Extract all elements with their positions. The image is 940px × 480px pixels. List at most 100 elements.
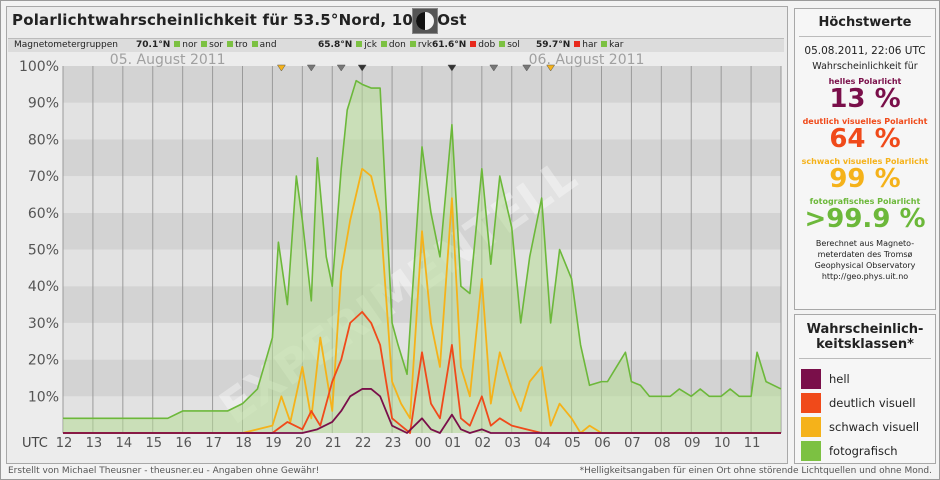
station: sol: [507, 40, 520, 50]
x-tick-label: 12: [56, 436, 73, 448]
x-tick-label: 17: [205, 436, 222, 448]
x-axis-label: UTC: [22, 436, 48, 448]
series-line-deutlich visuell: [63, 310, 781, 434]
probability-chart: 05. August 2011 06. August 2011EXPERIMENT…: [8, 52, 784, 448]
legend-item-hell: hell: [801, 369, 931, 389]
class-label-hell: helles Polarlicht: [828, 77, 902, 86]
max-values-heading: Höchstwerte: [799, 9, 931, 37]
x-tick-label: 16: [175, 436, 192, 448]
class-label-deutlich: deutlich visuelles Polarlicht: [802, 117, 928, 126]
event-marker: [336, 64, 346, 72]
x-tick-label: 11: [744, 436, 761, 448]
legend-swatch: [801, 441, 821, 461]
x-tick-label: 03: [504, 436, 521, 448]
y-tick-label: 50%: [28, 243, 59, 259]
legend-item-schwach: schwach visuell: [801, 417, 931, 437]
event-marker: [522, 64, 532, 72]
legend-swatch: [801, 417, 821, 437]
source-line: meterdaten des Tromsø: [817, 250, 913, 259]
y-tick-label: 70%: [28, 169, 59, 185]
x-tick-label: 02: [475, 436, 492, 448]
x-tick-label: 10: [714, 436, 731, 448]
y-tick-label: 90%: [28, 96, 59, 112]
page-title: Polarlichtwahrscheinlichkeit für 53.5°No…: [12, 11, 467, 29]
x-tick-label: 00: [415, 436, 432, 448]
group-lat: 59.7°N: [536, 40, 571, 50]
station: nor: [182, 40, 198, 50]
legend-heading-line: Wahrscheinlich-: [806, 322, 924, 337]
legend-heading: Wahrscheinlich- keitsklassen*: [799, 315, 931, 359]
probability-label: Wahrscheinlichkeit für: [812, 61, 918, 72]
y-tick-label: 60%: [28, 206, 59, 222]
x-tick-label: 05: [564, 436, 581, 448]
class-label-schwach: schwach visuelles Polarlicht: [801, 157, 929, 166]
source-line: Berechnet aus Magneto-: [815, 239, 915, 248]
class-label-foto: fotografisches Polarlicht: [809, 197, 921, 206]
y-tick-label: 20%: [28, 353, 59, 369]
group-lat: 70.1°N: [136, 40, 171, 50]
event-marker: [447, 64, 457, 72]
x-tick-label: 04: [534, 436, 551, 448]
y-tick-label: 80%: [28, 132, 59, 148]
x-tick-label: 01: [445, 436, 462, 448]
legend-label: deutlich visuell: [829, 396, 916, 410]
class-value-schwach: 99 %: [829, 164, 901, 194]
event-marker: [276, 64, 286, 72]
group-2: 65.8°N jck don rvk: [318, 40, 432, 50]
event-marker: [546, 64, 556, 72]
event-marker: [357, 64, 367, 72]
x-tick-label: 22: [355, 436, 372, 448]
x-tick-label: 15: [145, 436, 162, 448]
legend-label: hell: [829, 372, 850, 386]
moon-phase-icon: [412, 8, 438, 34]
legend-heading-line: keitsklassen*: [816, 337, 914, 352]
class-value-deutlich: 64 %: [829, 124, 901, 154]
station: kar: [609, 40, 624, 50]
legend-swatch: [801, 369, 821, 389]
y-tick-label: 10%: [28, 389, 59, 405]
y-tick-label: 100%: [19, 59, 59, 75]
station: tro: [235, 40, 248, 50]
group-lat: 61.6°N: [432, 40, 467, 50]
date-label: 06. August 2011: [529, 52, 645, 68]
y-tick-label: 40%: [28, 279, 59, 295]
event-marker: [306, 64, 316, 72]
groups-label: Magnetometergruppen: [14, 40, 118, 50]
legend-label: fotografisch: [829, 444, 898, 458]
x-tick-label: 08: [654, 436, 671, 448]
max-values-datetime: 05.08.2011, 22:06 UTC: [804, 45, 926, 57]
series-line-fotografisch: [63, 79, 782, 420]
legend-label: schwach visuell: [829, 420, 920, 434]
legend-swatch: [801, 393, 821, 413]
event-marker: [489, 64, 499, 72]
legend-panel: Wahrscheinlich- keitsklassen* hell deutl…: [794, 314, 936, 464]
class-value-foto: >99.9 %: [804, 204, 926, 234]
source-note: Berechnet aus Magneto- meterdaten des Tr…: [795, 238, 935, 282]
x-tick-label: 23: [385, 436, 402, 448]
x-tick-label: 18: [235, 436, 252, 448]
max-values-panel: Höchstwerte 05.08.2011, 22:06 UTC Wahrsc…: [794, 8, 936, 310]
x-tick-label: 09: [684, 436, 701, 448]
group-4: 59.7°N har kar: [536, 40, 623, 50]
magnetometer-groups: Magnetometergruppen 70.1°N nor sor tro and 6…: [8, 38, 784, 53]
source-link[interactable]: http://geo.phys.uit.no: [821, 272, 909, 281]
station: don: [388, 40, 406, 50]
x-tick-label: 21: [325, 436, 342, 448]
station: sor: [209, 40, 224, 50]
series-line-hell: [63, 388, 781, 434]
group-lat: 65.8°N: [318, 40, 353, 50]
legend-item-foto: fotografisch: [801, 441, 931, 461]
x-tick-label: 19: [265, 436, 282, 448]
x-tick-label: 14: [116, 436, 133, 448]
source-line: Geophysical Observatory: [814, 261, 916, 270]
class-value-hell: 13 %: [829, 84, 901, 114]
series-line-schwach visuell: [63, 167, 781, 434]
station: jck: [364, 40, 377, 50]
series-area-fotografisch: [63, 80, 781, 434]
station: rvk: [417, 40, 433, 50]
date-label: 05. August 2011: [110, 52, 226, 68]
group-1: 70.1°N nor sor tro and: [136, 40, 277, 50]
x-tick-label: 06: [594, 436, 611, 448]
group-3: 61.6°N dob sol: [432, 40, 520, 50]
station: har: [582, 40, 598, 50]
